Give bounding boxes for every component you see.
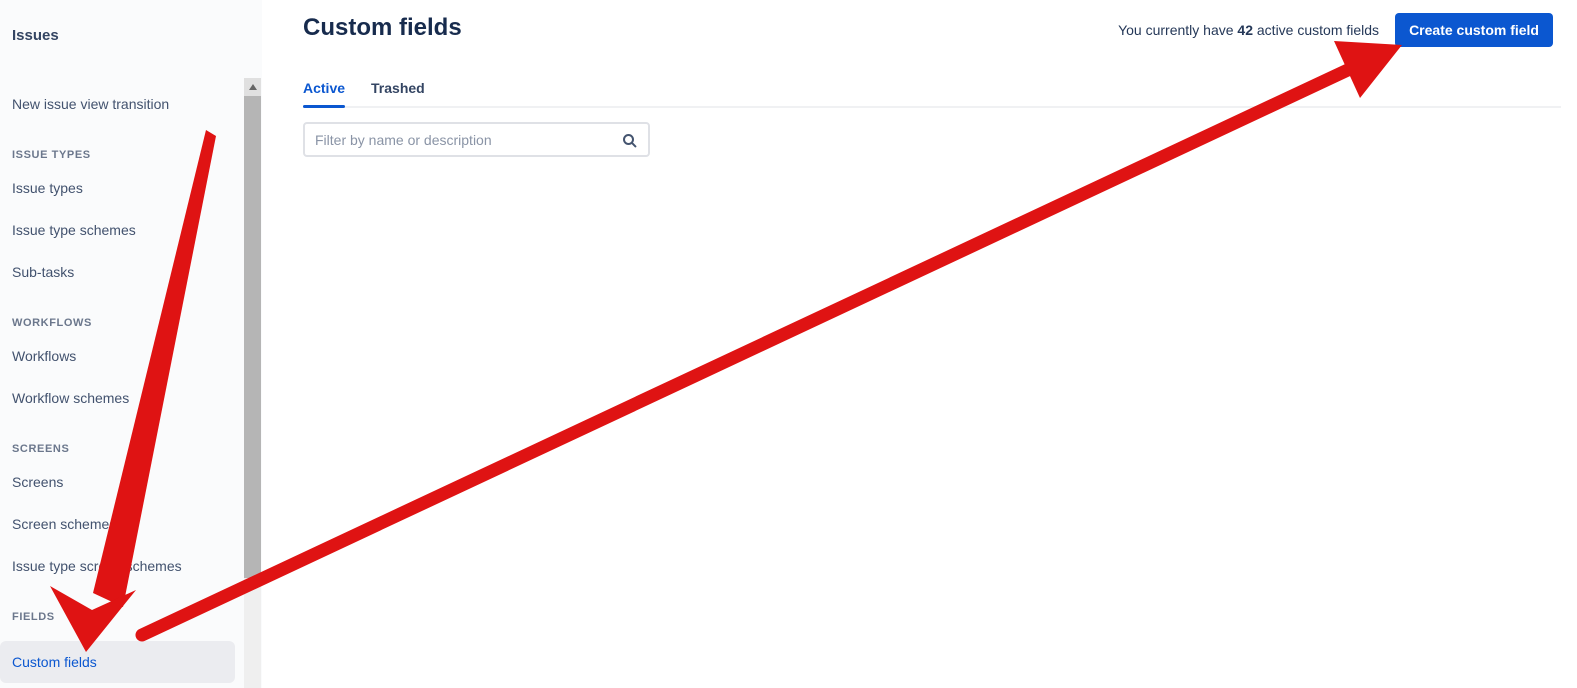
scrollbar-up-button[interactable]	[244, 78, 261, 96]
sidebar-item-issue-type-schemes[interactable]: Issue type schemes	[12, 222, 136, 238]
sidebar-item-new-issue-view-transition[interactable]: New issue view transition	[12, 96, 170, 112]
filter-input-wrapper	[303, 122, 650, 157]
sidebar-section-screens: SCREENS	[12, 443, 70, 455]
search-icon	[623, 134, 634, 145]
sidebar-item-workflow-schemes[interactable]: Workflow schemes	[12, 390, 130, 406]
scroll-up-icon	[248, 84, 257, 90]
sidebar-section-fields: FIELDS	[12, 611, 55, 623]
main-content: Custom fields You currently have 42 acti…	[262, 0, 1577, 688]
tab-active[interactable]: Active	[303, 80, 346, 108]
sidebar-title: Issues	[12, 27, 59, 44]
page-title: Custom fields	[303, 14, 462, 41]
header-actions: You currently have 42 active custom fiel…	[1118, 13, 1553, 47]
count-prefix: You currently have	[1118, 22, 1234, 38]
sidebar: Issues New issue view transition ISSUE TY…	[0, 0, 262, 688]
active-fields-count-text: You currently have 42 active custom fiel…	[1118, 22, 1379, 38]
sidebar-scrollbar[interactable]	[244, 78, 261, 688]
create-custom-field-button[interactable]: Create custom field	[1395, 13, 1553, 47]
sidebar-item-issue-types[interactable]: Issue types	[12, 180, 83, 196]
tab-trashed[interactable]: Trashed	[371, 80, 425, 96]
tabs: Active Trashed	[303, 80, 1561, 108]
sidebar-item-screen-schemes[interactable]: Screen schemes	[12, 516, 117, 532]
sidebar-item-custom-fields[interactable]: Custom fields	[0, 641, 235, 683]
sidebar-nav: New issue view transition ISSUE TYPES Issu…	[0, 83, 262, 683]
count-suffix: active custom fields	[1256, 22, 1380, 38]
sidebar-section-workflows: WORKFLOWS	[12, 317, 92, 329]
active-fields-count: 42	[1237, 22, 1253, 38]
sidebar-item-screens[interactable]: Screens	[12, 474, 64, 490]
sidebar-item-issue-type-screen-schemes[interactable]: Issue type screen schemes	[12, 558, 182, 574]
filter-input[interactable]	[305, 131, 623, 148]
scrollbar-thumb[interactable]	[244, 96, 261, 578]
sidebar-section-issue-types: ISSUE TYPES	[12, 149, 91, 161]
sidebar-item-sub-tasks[interactable]: Sub-tasks	[12, 264, 75, 280]
sidebar-item-workflows[interactable]: Workflows	[12, 348, 77, 364]
